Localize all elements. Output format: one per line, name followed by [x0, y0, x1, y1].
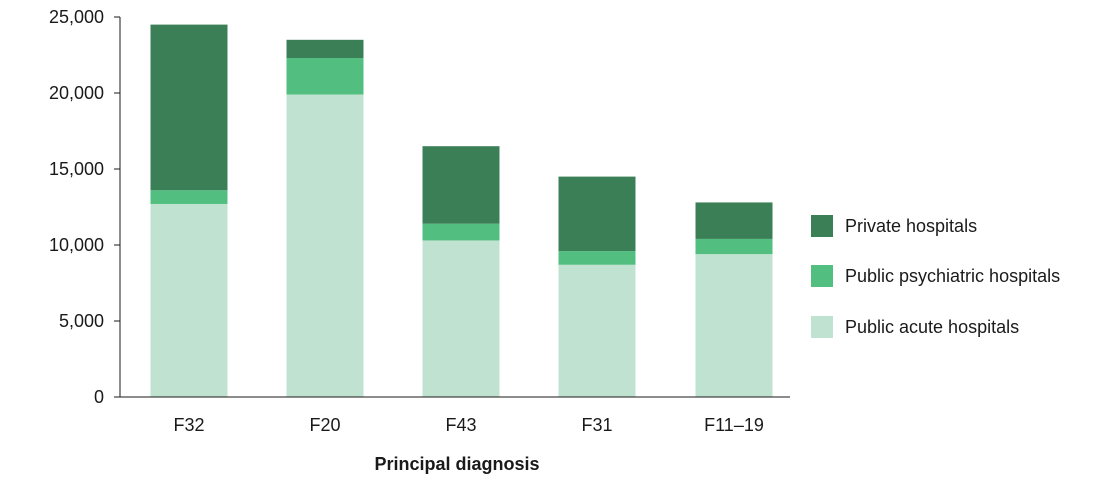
bar-segment — [286, 94, 364, 398]
bar-segment — [422, 223, 500, 241]
bar-segment — [422, 146, 500, 224]
bars-layer — [150, 24, 773, 398]
legend-swatch — [811, 316, 833, 338]
x-tick-label: F20 — [309, 415, 340, 435]
legend-label: Public psychiatric hospitals — [845, 266, 1060, 286]
x-tick-labels: F32 F20 F43 F31 F11–19 — [173, 415, 763, 435]
y-tick-labels: 0 5,000 10,000 15,000 20,000 25,000 — [49, 7, 120, 407]
bar-segment — [558, 176, 636, 252]
bar-segment — [286, 39, 364, 59]
x-tick-label: F31 — [581, 415, 612, 435]
x-tick-label: F11–19 — [704, 415, 764, 435]
bar-segment — [150, 203, 228, 397]
axes-layer — [119, 17, 790, 398]
y-tick-label: 5,000 — [59, 311, 104, 331]
bar-segment — [695, 238, 773, 255]
y-tick-label: 10,000 — [49, 235, 104, 255]
x-axis-title: Principal diagnosis — [374, 454, 539, 474]
legend-swatch — [811, 265, 833, 287]
bar-segment — [558, 251, 636, 265]
y-tick-label: 15,000 — [49, 159, 104, 179]
x-tick-label: F43 — [445, 415, 476, 435]
bar-segment — [695, 202, 773, 239]
bar-segment — [558, 264, 636, 397]
bar-segment — [150, 24, 228, 191]
legend-label: Public acute hospitals — [845, 317, 1019, 337]
bar-segment — [286, 58, 364, 95]
bar-segment — [422, 240, 500, 397]
bar-segment — [695, 254, 773, 397]
bar-segment — [150, 190, 228, 204]
x-tick-label: F32 — [173, 415, 204, 435]
legend: Private hospitals Public psychiatric hosp… — [811, 215, 1060, 338]
legend-swatch — [811, 215, 833, 237]
legend-label: Private hospitals — [845, 216, 977, 236]
y-tick-label: 0 — [94, 387, 104, 407]
y-tick-label: 25,000 — [49, 7, 104, 27]
y-tick-label: 20,000 — [49, 83, 104, 103]
